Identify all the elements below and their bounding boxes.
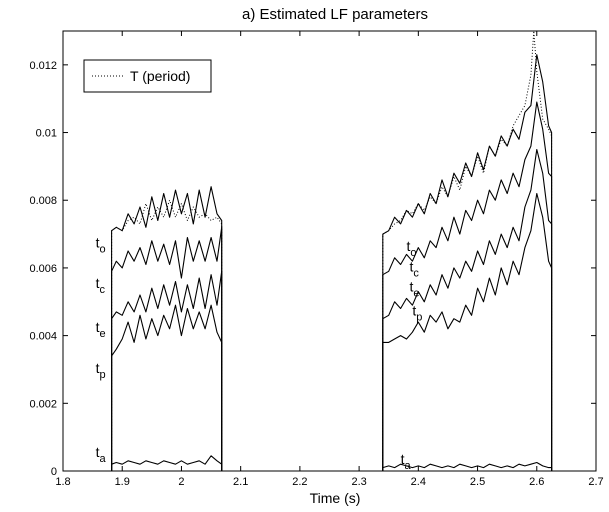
x-tick-label: 2.4 bbox=[411, 476, 426, 488]
x-tick-label: 1.8 bbox=[55, 476, 70, 488]
x-tick-label: 2 bbox=[178, 476, 184, 488]
legend-box bbox=[83, 59, 212, 93]
x-tick-label: 1.9 bbox=[115, 476, 130, 488]
y-tick-label: 0 bbox=[51, 466, 57, 478]
y-tick-label: 0.004 bbox=[29, 331, 57, 343]
plot-frame bbox=[62, 30, 597, 472]
series-line-ta bbox=[382, 461, 553, 471]
series-line-to bbox=[382, 54, 553, 471]
curve-label: tp bbox=[412, 302, 422, 323]
curve-label: tc bbox=[96, 275, 106, 296]
series-line-to bbox=[111, 186, 223, 471]
series-line-te bbox=[382, 148, 553, 471]
x-tick-label: 2.6 bbox=[529, 476, 544, 488]
curve-label: te bbox=[409, 279, 419, 300]
plot-area bbox=[62, 30, 597, 472]
y-tick-label: 0.006 bbox=[29, 263, 57, 275]
curve-label: te bbox=[96, 319, 106, 340]
x-tick-label: 2.5 bbox=[470, 476, 485, 488]
curve-label: tc bbox=[409, 258, 419, 279]
x-tick-label: 2.7 bbox=[588, 476, 603, 488]
series-line-ta bbox=[111, 455, 223, 471]
curve-label: ta bbox=[96, 444, 107, 465]
series-layer bbox=[111, 30, 553, 471]
x-tick-label: 2.3 bbox=[351, 476, 366, 488]
legend-label: T (period) bbox=[130, 68, 190, 84]
x-tick-label: 2.1 bbox=[233, 476, 248, 488]
series-line-te bbox=[111, 270, 223, 471]
series-line-tp bbox=[382, 192, 553, 471]
legend: T (period) bbox=[83, 59, 212, 93]
curve-label: to bbox=[96, 235, 106, 256]
curve-label: tp bbox=[96, 360, 106, 381]
y-tick-label: 0.002 bbox=[29, 398, 57, 410]
series-line-tc bbox=[111, 226, 223, 471]
y-tick-label: 0.008 bbox=[29, 195, 57, 207]
x-axis-label: Time (s) bbox=[310, 490, 361, 506]
y-tick-label: 0.01 bbox=[36, 128, 57, 140]
series-line-tc bbox=[382, 101, 553, 471]
curve-label: ta bbox=[401, 451, 412, 472]
axis-layer: 1.8 1.9 2 2.1 2.2 2.3 2.4 2.5 2.6 2.7 0 0.002 0.004 0… bbox=[29, 31, 604, 488]
chart-title: a) Estimated LF parameters bbox=[242, 6, 428, 23]
series-line-t-period bbox=[382, 30, 553, 471]
x-tick-label: 2.2 bbox=[292, 476, 307, 488]
curve-label: to bbox=[406, 238, 416, 259]
y-tick-label: 0.012 bbox=[29, 60, 57, 72]
series-line-tp bbox=[111, 304, 223, 471]
series-line-t-period bbox=[111, 199, 223, 471]
